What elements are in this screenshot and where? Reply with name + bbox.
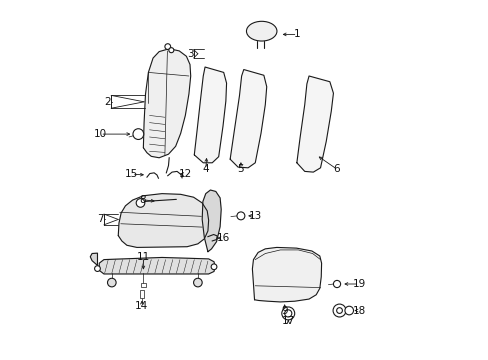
Ellipse shape: [136, 199, 144, 207]
Text: 11: 11: [137, 252, 150, 262]
Polygon shape: [90, 253, 97, 265]
Text: 17: 17: [281, 316, 294, 325]
Ellipse shape: [237, 212, 244, 220]
Text: 16: 16: [216, 233, 229, 243]
Text: 15: 15: [125, 169, 138, 179]
Ellipse shape: [133, 129, 143, 139]
Ellipse shape: [164, 44, 170, 49]
Ellipse shape: [333, 280, 340, 288]
Ellipse shape: [107, 278, 116, 287]
Text: 3: 3: [186, 49, 193, 59]
Polygon shape: [99, 257, 215, 274]
Polygon shape: [194, 67, 226, 163]
Ellipse shape: [336, 308, 342, 314]
Text: 1: 1: [294, 30, 300, 39]
Ellipse shape: [211, 264, 217, 270]
Polygon shape: [118, 194, 208, 247]
Polygon shape: [230, 69, 266, 168]
Ellipse shape: [284, 310, 291, 317]
Text: 4: 4: [202, 164, 209, 174]
Text: 12: 12: [179, 169, 192, 179]
Bar: [140, 291, 144, 298]
Ellipse shape: [193, 278, 202, 287]
Text: 10: 10: [94, 129, 107, 139]
Text: 18: 18: [352, 306, 365, 315]
Ellipse shape: [281, 307, 294, 320]
Polygon shape: [252, 247, 321, 302]
Ellipse shape: [344, 306, 353, 315]
Ellipse shape: [168, 48, 174, 53]
Text: 13: 13: [248, 211, 262, 221]
Polygon shape: [296, 76, 333, 172]
Ellipse shape: [332, 304, 346, 317]
Text: 8: 8: [139, 195, 146, 205]
Text: 14: 14: [135, 301, 148, 311]
Text: 7: 7: [97, 215, 103, 224]
Polygon shape: [143, 49, 190, 158]
Text: 9: 9: [281, 306, 287, 316]
Text: 19: 19: [352, 279, 365, 289]
Text: 5: 5: [237, 164, 244, 174]
Bar: [140, 283, 146, 287]
Polygon shape: [202, 190, 221, 252]
Text: 2: 2: [104, 97, 111, 107]
Text: 6: 6: [333, 164, 340, 174]
Ellipse shape: [246, 21, 276, 41]
Ellipse shape: [94, 266, 100, 271]
